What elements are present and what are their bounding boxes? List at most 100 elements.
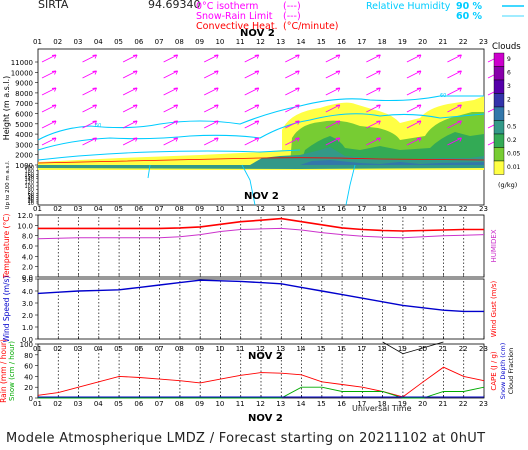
wind-arrow <box>203 120 219 129</box>
hour-tick-label: 10 <box>215 38 224 46</box>
colorbar-level: 3 <box>507 83 511 90</box>
cloud-panel: 1000 2000 3000 4000 5000 6000 7000 8000 9000 1000… <box>2 48 503 209</box>
wind-arrow <box>366 87 381 96</box>
wind-arrow-head <box>416 120 422 125</box>
wind-arrow-head <box>214 104 219 109</box>
low-height-tick-label: 180 <box>24 169 34 175</box>
hour-tick-label: 16 <box>337 345 346 353</box>
rh-contour <box>37 149 301 161</box>
legend-left: 0°C isotherm (---) Snow-Rain Limit (---) Con… <box>196 1 339 32</box>
height-tick-label: 7000 <box>15 100 33 108</box>
hour-tick-label: 21 <box>438 400 447 408</box>
hour-tick-label: 22 <box>459 205 468 213</box>
colorbar-swatch <box>493 147 505 162</box>
wind-arrow <box>41 137 57 146</box>
rh-contour <box>241 164 256 206</box>
y-tick-label: 0.0 <box>22 336 33 344</box>
wind-arrow <box>406 137 422 146</box>
wind-arrow-head <box>295 87 300 92</box>
wind-arrow-head <box>295 137 300 142</box>
low-height-tick-label: 10 <box>28 201 34 207</box>
colorbar-level: 0.01 <box>507 164 521 171</box>
wind-arrow <box>203 137 219 146</box>
wind-arrow-head <box>173 54 179 59</box>
hour-tick-label: 23 <box>479 205 488 213</box>
hour-tick-label: 05 <box>114 400 123 408</box>
cloud-fill <box>250 147 484 165</box>
wind-arrow-head <box>335 54 341 59</box>
series-line <box>37 227 485 240</box>
wind-arrow-head <box>173 70 179 75</box>
wind-arrow-head <box>376 120 381 125</box>
hour-tick-label: 19 <box>398 400 407 408</box>
hour-tick-label: 03 <box>74 400 83 408</box>
wind-arrow-head <box>254 87 260 92</box>
colorbar-swatch <box>493 93 505 108</box>
wind-arrow-head <box>295 54 300 59</box>
panel-ylabel-2: Snow (cm / hour) <box>8 341 16 401</box>
wind-arrow-head <box>92 87 97 92</box>
hour-tick-label: 15 <box>317 400 326 408</box>
height-tick-label: 10000 <box>11 69 33 77</box>
wind-arrow-head <box>92 137 97 142</box>
wind-arrow-head <box>254 70 260 75</box>
wind-arrow-head <box>92 104 97 109</box>
y-tick-label: 6.0 <box>22 243 33 251</box>
hour-tick-label: 13 <box>276 400 285 408</box>
hour-tick-label: 07 <box>155 400 164 408</box>
height-tick-label: 3000 <box>15 141 33 149</box>
wind-arrow <box>285 120 300 129</box>
hour-tick-label: 14 <box>297 205 306 213</box>
wind-arrow <box>244 87 259 96</box>
wind-arrow <box>447 54 462 63</box>
wind-arrow-head <box>133 87 138 92</box>
height-tick-label: 5000 <box>15 121 33 129</box>
hour-tick-label: 14 <box>297 38 306 46</box>
cloud-fill <box>300 160 484 165</box>
y-tick-label: 1.0 <box>22 324 33 332</box>
hour-tick-label: 15 <box>317 205 326 213</box>
wind-arrow-head <box>457 120 462 125</box>
series-line <box>37 279 484 313</box>
wind-arrow <box>285 104 300 113</box>
y-tick-label: 4.0 <box>22 288 33 296</box>
low-height-tick-label: 50 <box>28 193 34 199</box>
hour-tick-label: 16 <box>337 205 346 213</box>
wind-arrow-head <box>254 137 260 142</box>
wind-arrow-head <box>92 120 97 125</box>
wind-arrow-head <box>295 120 300 125</box>
wind-arrow <box>244 104 259 113</box>
y-tick-label: 12.0 <box>17 212 33 220</box>
low-height-tick-label: 100 <box>24 184 34 190</box>
cloud-ylabel-lower: Up to 200 m a.s.l. <box>5 160 11 209</box>
wind-panel: 0.0 1.0 2.0 3.0 4.0 5.0 Wind Speed (m/s) Wind G… <box>2 276 498 344</box>
low-height-tick-label: 150 <box>24 174 34 180</box>
legend-left-key: (°C/minute) <box>283 21 339 32</box>
hour-tick-label: 06 <box>134 400 143 408</box>
low-height-tick-label: 20 <box>28 199 34 205</box>
hour-tick-label: 08 <box>175 38 184 46</box>
wind-arrow <box>285 137 300 146</box>
temperature-panel: 0.0 2.0 4.0 6.0 8.0 10.0 12.0 Temperature (°C) H… <box>2 212 498 282</box>
wind-arrow <box>447 120 462 129</box>
hour-tick-label: 08 <box>175 205 184 213</box>
series-line <box>37 366 485 398</box>
height-tick-label: 9000 <box>15 80 33 88</box>
hour-tick-label: 04 <box>94 345 103 353</box>
hour-tick-label: 20 <box>418 345 427 353</box>
height-tick-label: 11000 <box>11 59 33 67</box>
low-height-tick-label: 40 <box>28 195 34 201</box>
hour-tick-label: 08 <box>175 345 184 353</box>
wind-arrow-head <box>376 104 381 109</box>
hour-tick-label: 01 <box>33 38 42 46</box>
wind-arrow <box>82 137 97 146</box>
legend-right-label: Relative Humidity <box>366 1 451 12</box>
wind-arrow <box>325 120 341 129</box>
hour-tick-label: 10 <box>215 205 224 213</box>
wind-arrow-head <box>173 104 179 109</box>
hour-tick-label: 20 <box>418 205 427 213</box>
legend-left-label: 0°C isotherm <box>196 1 258 12</box>
wind-arrow <box>82 54 97 63</box>
hour-tick-label: 02 <box>53 345 62 353</box>
